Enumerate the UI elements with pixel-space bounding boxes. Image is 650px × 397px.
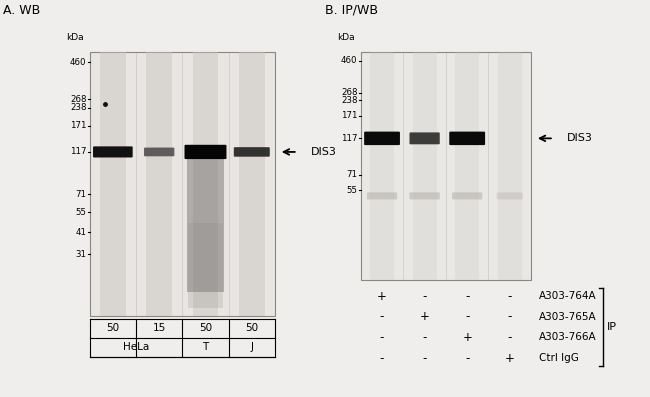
Text: +: + [377,290,387,303]
Text: -: - [465,310,469,323]
Text: T: T [202,342,209,353]
Text: 50: 50 [245,323,258,333]
Bar [455,52,479,280]
Text: -: - [465,290,469,303]
Text: 460: 460 [341,56,358,65]
Text: B. IP/WB: B. IP/WB [325,4,378,17]
Text: HeLa: HeLa [123,342,149,353]
FancyBboxPatch shape [144,148,174,156]
Bar [239,52,265,316]
Text: -: - [380,310,384,323]
Text: -: - [422,331,427,344]
Text: +: + [505,352,515,364]
Text: A303-765A: A303-765A [539,312,597,322]
Text: 171: 171 [341,111,358,120]
FancyBboxPatch shape [410,192,440,199]
FancyBboxPatch shape [367,192,397,199]
Text: 117: 117 [70,147,86,156]
Text: 55: 55 [346,186,358,195]
Text: DIS3: DIS3 [567,133,593,143]
Text: -: - [508,290,512,303]
Bar [100,52,126,316]
Bar [192,52,218,316]
Text: 55: 55 [75,208,86,217]
Text: -: - [508,310,512,323]
Text: +: + [462,331,472,344]
Text: 50: 50 [199,323,212,333]
Text: -: - [465,352,469,364]
Text: -: - [380,352,384,364]
Text: +: + [420,310,430,323]
FancyBboxPatch shape [410,133,440,145]
Text: 238: 238 [341,96,358,105]
Text: J: J [250,342,254,353]
Text: -: - [422,290,427,303]
Bar [498,52,522,280]
Text: -: - [508,331,512,344]
Text: A303-766A: A303-766A [539,332,597,343]
FancyBboxPatch shape [234,147,270,157]
Bar [361,52,531,280]
Bar [90,52,275,316]
Text: 50: 50 [107,323,120,333]
FancyBboxPatch shape [452,192,482,199]
Text: 171: 171 [70,121,86,130]
Text: kDa: kDa [337,33,355,42]
FancyBboxPatch shape [364,132,400,145]
Bar [187,154,224,292]
Text: 117: 117 [341,134,358,143]
Text: 268: 268 [341,88,358,97]
Bar [413,52,437,280]
Bar [146,52,172,316]
FancyBboxPatch shape [93,146,133,158]
Text: 268: 268 [70,94,86,104]
Text: 15: 15 [153,323,166,333]
Text: kDa: kDa [66,33,84,42]
Text: 460: 460 [70,58,86,67]
Text: A303-764A: A303-764A [539,291,597,301]
Text: 31: 31 [75,250,86,259]
Text: A. WB: A. WB [3,4,40,17]
FancyBboxPatch shape [449,132,485,145]
Text: -: - [422,352,427,364]
FancyBboxPatch shape [185,145,226,159]
Text: 71: 71 [346,170,358,179]
Text: 238: 238 [70,103,86,112]
Text: 71: 71 [75,190,86,198]
Bar [370,52,394,280]
Text: Ctrl IgG: Ctrl IgG [539,353,578,363]
Text: -: - [380,331,384,344]
Text: IP: IP [606,322,616,332]
Text: 41: 41 [75,228,86,237]
Text: DIS3: DIS3 [311,147,337,157]
FancyBboxPatch shape [497,192,523,199]
Bar [188,223,223,308]
